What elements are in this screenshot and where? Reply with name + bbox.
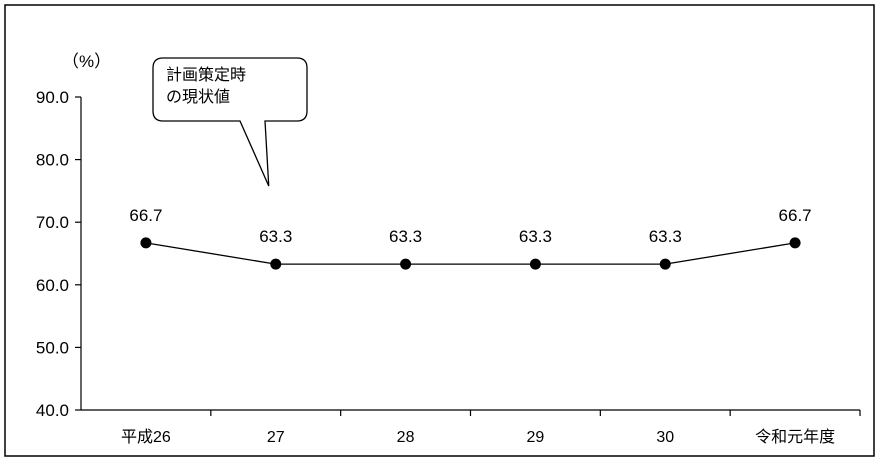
- data-label: 63.3: [259, 227, 292, 246]
- x-tick-label: 平成26: [121, 428, 171, 446]
- data-label: 63.3: [519, 227, 552, 246]
- x-tick-label: 30: [656, 429, 674, 446]
- data-point: [529, 258, 541, 270]
- data-point: [659, 258, 671, 270]
- data-point: [400, 258, 412, 270]
- annotation-line-1: 計画策定時: [166, 65, 246, 84]
- data-point: [270, 258, 282, 270]
- data-labels: 66.7 63.3 63.3 63.3 63.3 66.7: [129, 206, 811, 246]
- data-label: 63.3: [389, 227, 422, 246]
- x-tick-label: 29: [527, 429, 545, 446]
- annotation-bubble: [152, 57, 308, 187]
- y-axis-unit-label: （%）: [62, 52, 111, 71]
- y-tick-label: 60.0: [36, 276, 69, 295]
- x-tick-label: 令和元年度: [755, 428, 835, 446]
- annotation-callout: 計画策定時 の現状値: [152, 57, 308, 187]
- data-label: 66.7: [129, 206, 162, 225]
- y-tick-label: 50.0: [36, 338, 69, 357]
- x-tick-labels: 平成26 27 28 29 30 令和元年度: [121, 428, 835, 446]
- chart-frame: [4, 4, 875, 457]
- annotation-line-2: の現状値: [166, 87, 230, 106]
- data-label: 63.3: [649, 227, 682, 246]
- x-ticks: [210, 410, 861, 416]
- y-tick-label: 90.0: [36, 88, 69, 107]
- series-line-group: [145, 242, 796, 265]
- y-ticks: 40.0 50.0 60.0 70.0 80.0 90.0: [36, 88, 81, 420]
- data-points: [140, 237, 801, 270]
- x-tick-label: 27: [267, 429, 285, 446]
- y-tick-label: 40.0: [36, 401, 69, 420]
- y-tick-label: 80.0: [36, 151, 69, 170]
- series-line: [145, 242, 796, 265]
- data-label: 66.7: [779, 206, 812, 225]
- data-point: [140, 237, 152, 249]
- y-tick-label: 70.0: [36, 213, 69, 232]
- data-point: [789, 237, 801, 249]
- x-tick-label: 28: [397, 429, 415, 446]
